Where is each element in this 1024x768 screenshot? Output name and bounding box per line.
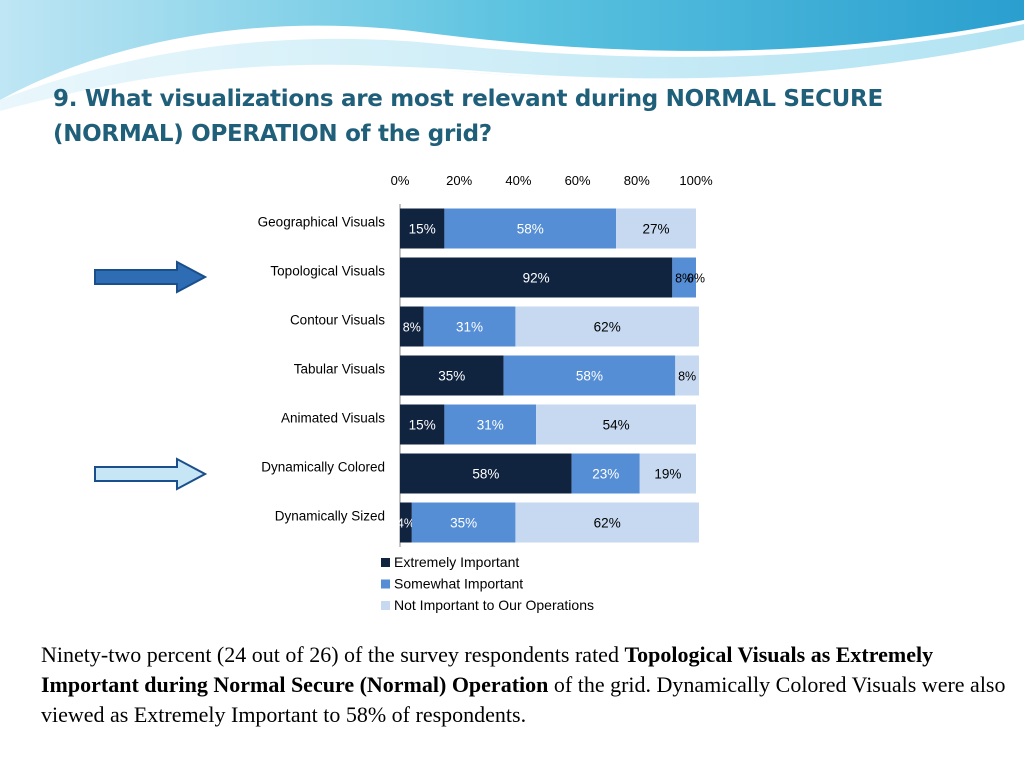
- legend-swatch: [381, 601, 390, 610]
- bar-segment: [444, 208, 617, 249]
- bar-segment: [536, 404, 696, 445]
- data-label: 62%: [594, 320, 621, 335]
- slide-title: 9. What visualizations are most relevant…: [53, 82, 953, 152]
- bar-segment: [515, 306, 699, 347]
- data-label: 15%: [409, 222, 436, 237]
- x-tick-label: 100%: [679, 173, 713, 188]
- data-label: 58%: [576, 369, 603, 384]
- data-label: 0%: [687, 272, 705, 286]
- category-label: Geographical Visuals: [258, 215, 386, 230]
- bar-segment: [675, 355, 699, 396]
- bar-segment: [616, 208, 696, 249]
- data-label: 35%: [438, 369, 465, 384]
- bar-segment: [400, 306, 424, 347]
- header-wave-decoration: [0, 0, 1024, 113]
- data-label: 54%: [603, 418, 630, 433]
- summary-part2: of the grid. Dynamically Colored Visuals…: [41, 672, 1006, 727]
- data-label: 19%: [654, 467, 681, 482]
- category-label: Tabular Visuals: [294, 362, 386, 377]
- bar-segment: [444, 404, 537, 445]
- bar-segment: [400, 208, 445, 249]
- category-label: Contour Visuals: [290, 313, 385, 328]
- chart-area: 0% 20% 40% 60% 80% 100% Geographical Visuals 15…: [240, 163, 726, 628]
- category-label: Topological Visuals: [270, 264, 385, 279]
- bar-segment: [515, 502, 699, 543]
- bar-segment: [639, 453, 696, 494]
- bar-segment: [400, 502, 412, 543]
- x-tick-label: 80%: [624, 173, 650, 188]
- category-label: Animated Visuals: [281, 411, 385, 426]
- topological-highlight-arrow-icon: [94, 260, 207, 294]
- x-tick-label: 40%: [505, 173, 531, 188]
- data-label: 92%: [523, 271, 550, 286]
- slide-title-line2: (NORMAL) OPERATION of the grid?: [53, 121, 492, 147]
- x-tick-label: 60%: [565, 173, 591, 188]
- bar-segment: [571, 453, 640, 494]
- data-label: 15%: [409, 418, 436, 433]
- data-label: 35%: [450, 516, 477, 531]
- bar-segment: [503, 355, 676, 396]
- bar-segment: [400, 355, 504, 396]
- dynamically-colored-highlight-arrow-icon: [94, 457, 207, 491]
- legend-label: Not Important to Our Operations: [394, 597, 594, 613]
- data-label: 58%: [472, 467, 499, 482]
- data-label: 58%: [517, 222, 544, 237]
- data-label: 4%: [397, 517, 415, 531]
- data-label: 31%: [477, 418, 504, 433]
- bar-segment: [672, 257, 696, 298]
- legend-label: Extremely Important: [394, 554, 519, 570]
- category-label: Dynamically Colored: [261, 460, 385, 475]
- summary-text: Ninety-two percent (24 out of 26) of the…: [41, 640, 1011, 730]
- bar-segment: [411, 502, 516, 543]
- x-tick-label: 0%: [391, 173, 410, 188]
- bar-segment: [400, 404, 445, 445]
- legend-label: Somewhat Important: [394, 576, 523, 592]
- data-label: 27%: [643, 222, 670, 237]
- category-label: Dynamically Sized: [275, 509, 385, 524]
- stacked-bar-chart: 0% 20% 40% 60% 80% 100% Geographical Visuals 15…: [258, 173, 713, 613]
- data-label: 8%: [403, 321, 421, 335]
- data-label: 31%: [456, 320, 483, 335]
- data-label: 8%: [678, 370, 696, 384]
- summary-bold-phrase: Topological Visuals as Extremely Importa…: [41, 642, 934, 697]
- legend-swatch: [381, 558, 390, 567]
- slide-title-line1: 9. What visualizations are most relevant…: [53, 86, 883, 112]
- x-tick-label: 20%: [446, 173, 472, 188]
- data-label: 62%: [594, 516, 621, 531]
- summary-part1: Ninety-two percent (24 out of 26) of the…: [41, 642, 625, 667]
- legend-swatch: [381, 579, 390, 589]
- bar-segment: [400, 453, 572, 494]
- data-label: 23%: [592, 467, 619, 482]
- bar-segment: [400, 257, 673, 298]
- data-label: 8%: [675, 272, 693, 286]
- bar-segment: [423, 306, 516, 347]
